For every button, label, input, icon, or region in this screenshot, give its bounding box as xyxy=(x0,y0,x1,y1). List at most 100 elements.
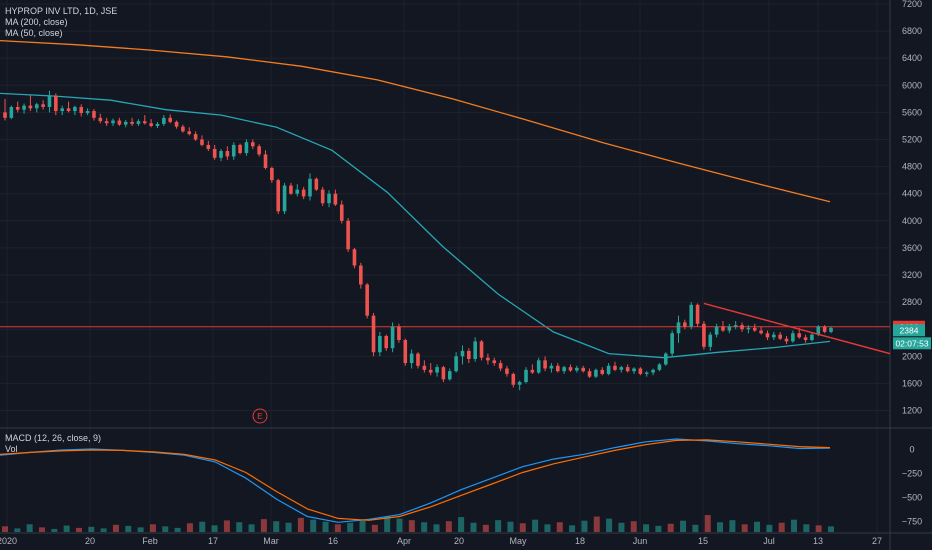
price-tick-label: 4800 xyxy=(902,162,922,172)
candle xyxy=(467,348,471,364)
time-tick-label: Jun xyxy=(633,536,648,546)
candle xyxy=(130,117,134,126)
candle-body xyxy=(549,365,554,369)
candle xyxy=(390,322,395,353)
price-tick-label: 3200 xyxy=(902,270,922,280)
candle xyxy=(28,95,33,112)
time-tick-label: Apr xyxy=(397,536,411,546)
candle-body xyxy=(555,365,560,372)
candle-body xyxy=(822,326,827,332)
volume-bar xyxy=(581,520,588,532)
candle xyxy=(289,182,293,196)
signal-line xyxy=(0,439,831,521)
candle xyxy=(282,182,287,215)
candle-body xyxy=(359,265,363,285)
volume-bar xyxy=(408,520,415,532)
candle xyxy=(536,357,541,374)
candle xyxy=(314,177,319,191)
candle-body xyxy=(670,333,674,354)
candle-body xyxy=(282,185,287,212)
candle-body xyxy=(346,220,350,250)
candle-body xyxy=(193,134,198,140)
volume-bar xyxy=(778,522,785,532)
candle-body xyxy=(816,326,821,335)
price-tick-label: 3600 xyxy=(902,243,922,253)
volume-bar xyxy=(186,523,193,532)
candle xyxy=(111,118,115,126)
candle-body xyxy=(721,326,725,331)
macd-tick-label: −750 xyxy=(902,516,922,526)
candle-body xyxy=(772,334,776,338)
candle xyxy=(320,186,325,206)
candle xyxy=(454,352,458,373)
candle-body xyxy=(454,356,458,372)
candle-body xyxy=(517,382,522,385)
volume-bar xyxy=(310,519,317,532)
volume-bar xyxy=(741,524,748,532)
volume-bar xyxy=(26,524,33,532)
candle-body xyxy=(149,123,153,126)
candle xyxy=(498,360,503,372)
candle-body xyxy=(600,369,605,374)
candle xyxy=(752,323,757,332)
candle xyxy=(492,357,497,366)
candle-body xyxy=(15,106,20,110)
candle-body xyxy=(320,189,325,204)
candle xyxy=(664,352,668,366)
volume-bar xyxy=(482,524,489,532)
candle xyxy=(651,368,655,376)
candle-body xyxy=(422,365,427,370)
legend-ma50: MA (50, close) xyxy=(5,28,63,38)
volume-bar xyxy=(828,526,834,532)
candle xyxy=(155,121,160,128)
candle-body xyxy=(695,304,700,324)
price-tick-label: 6400 xyxy=(902,53,922,63)
candle-body xyxy=(797,333,802,338)
candle xyxy=(803,334,808,343)
candle xyxy=(60,105,64,116)
candle xyxy=(791,330,795,343)
countdown-badge: 02:07:53 xyxy=(893,337,931,350)
candle-body xyxy=(238,144,242,154)
volume-bar xyxy=(51,528,58,532)
candle xyxy=(460,345,465,365)
candle xyxy=(47,90,52,113)
candle xyxy=(683,319,687,330)
candle xyxy=(85,108,90,116)
price-tick-label: 1200 xyxy=(902,406,922,416)
candle-body xyxy=(212,148,217,158)
candle-body xyxy=(486,357,490,361)
candle xyxy=(149,119,153,128)
candle-body xyxy=(41,104,45,107)
candle-body xyxy=(664,353,668,365)
candle-body xyxy=(733,325,738,327)
earnings-circle xyxy=(252,408,268,424)
candle xyxy=(403,338,408,366)
candle-body xyxy=(390,326,395,349)
candle-body xyxy=(155,123,160,126)
candle xyxy=(219,148,223,162)
volume-bar xyxy=(470,522,477,532)
candle xyxy=(822,325,827,334)
volume-bar xyxy=(174,527,181,532)
candle xyxy=(784,335,789,345)
candle-body xyxy=(657,364,662,370)
legend-ma200: MA (200, close) xyxy=(5,17,68,27)
price-tick-label: 5200 xyxy=(902,135,922,145)
candle xyxy=(613,361,617,372)
candle xyxy=(810,331,814,342)
candle xyxy=(168,114,172,124)
candle-body xyxy=(181,126,185,132)
candle-body xyxy=(498,363,503,369)
candle xyxy=(759,326,763,335)
candle xyxy=(104,117,109,126)
volume-bar xyxy=(273,521,280,532)
candle xyxy=(187,127,192,136)
candle xyxy=(473,337,477,362)
candle xyxy=(181,124,185,133)
volume-bar xyxy=(507,521,514,532)
volume-bar xyxy=(248,524,255,532)
candle xyxy=(174,120,179,129)
